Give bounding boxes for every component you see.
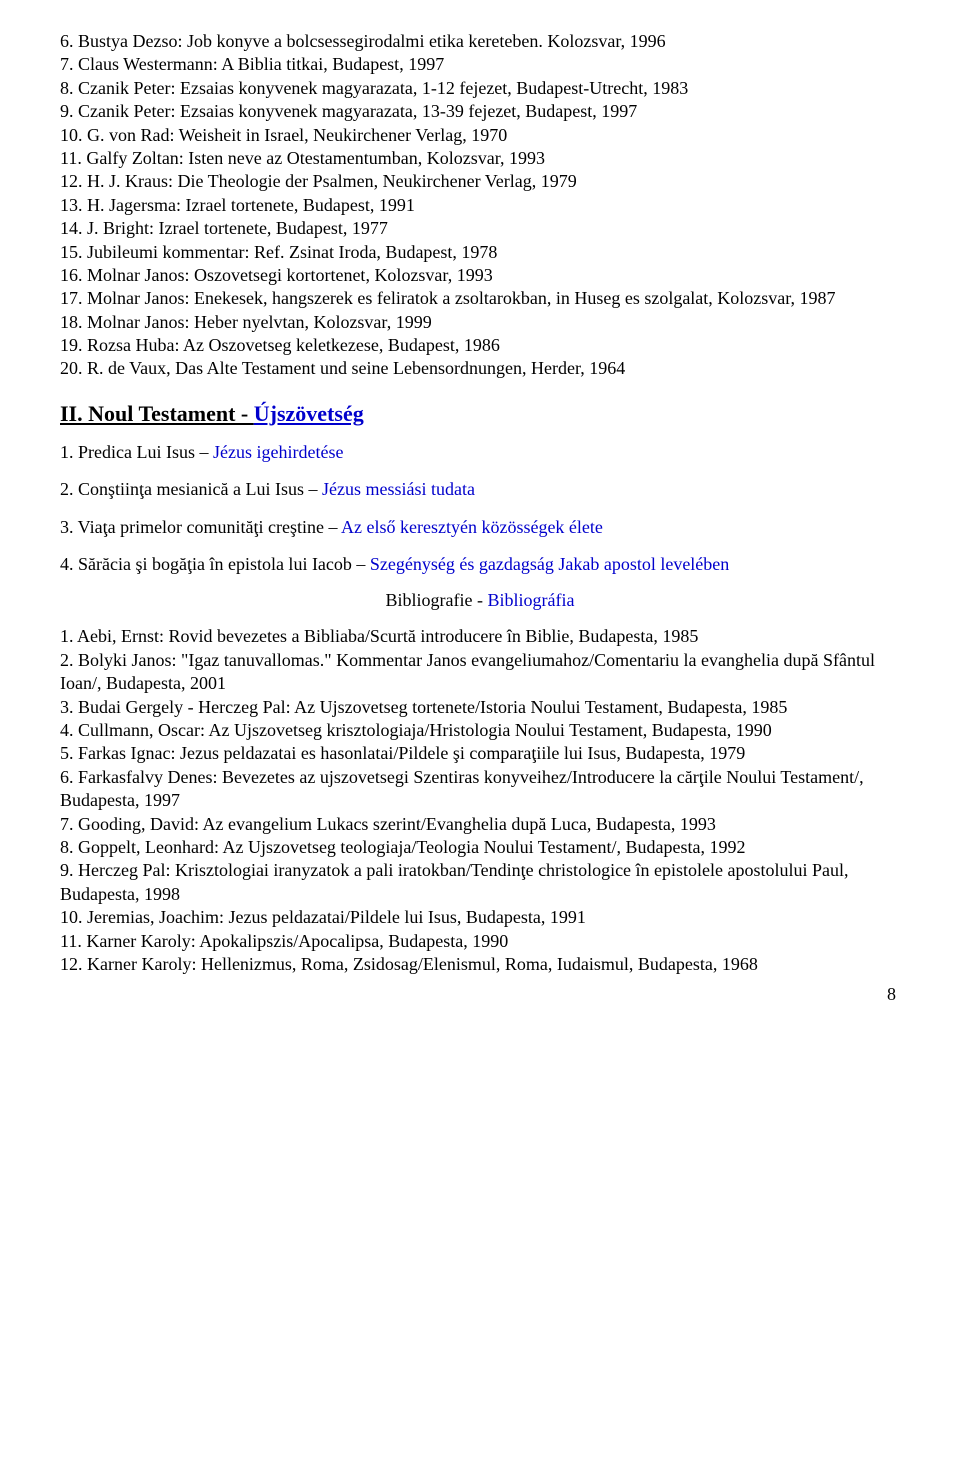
topic-ro: 3. Viaţa primelor comunităţi creştine – [60, 517, 341, 537]
bib-item: 12. Karner Karoly: Hellenizmus, Roma, Zs… [60, 953, 900, 976]
topic-ro: 2. Conştiinţa mesianică a Lui Isus – [60, 479, 322, 499]
bib-item: 16. Molnar Janos: Oszovetsegi kortortene… [60, 264, 900, 287]
bib-item: 14. J. Bright: Izrael tortenete, Budapes… [60, 217, 900, 240]
topic-line: 1. Predica Lui Isus – Jézus igehirdetése [60, 441, 900, 464]
topic-line: 3. Viaţa primelor comunităţi creştine – … [60, 516, 900, 539]
topic-hu: Jézus messiási tudata [322, 479, 475, 499]
bib-item: 17. Molnar Janos: Enekesek, hangszerek e… [60, 287, 900, 310]
topic-ro: 4. Sărăcia şi bogăţia în epistola lui Ia… [60, 554, 370, 574]
section-heading-noul-testament: II. Noul Testament - Újszövetség [60, 401, 900, 427]
section-prefix: II. Noul Testament - [60, 401, 254, 426]
bib-item: 7. Claus Westermann: A Biblia titkai, Bu… [60, 53, 900, 76]
biblio-heading-hu: Bibliográfia [488, 590, 575, 610]
bib-item: 7. Gooding, David: Az evangelium Lukacs … [60, 813, 900, 836]
bibliography-bottom: 1. Aebi, Ernst: Rovid bevezetes a Biblia… [60, 625, 900, 976]
bib-item: 18. Molnar Janos: Heber nyelvtan, Kolozs… [60, 311, 900, 334]
topic-line: 4. Sărăcia şi bogăţia în epistola lui Ia… [60, 553, 900, 576]
topic-hu: Szegénység és gazdagság Jakab apostol le… [370, 554, 729, 574]
section-hungarian: Újszövetség [254, 401, 364, 426]
bib-item: 8. Czanik Peter: Ezsaias konyvenek magya… [60, 77, 900, 100]
bib-item: 8. Goppelt, Leonhard: Az Ujszovetseg teo… [60, 836, 900, 859]
bibliography-heading: Bibliografie - Bibliográfia [60, 590, 900, 611]
bib-item: 10. Jeremias, Joachim: Jezus peldazatai/… [60, 906, 900, 929]
bib-item: 13. H. Jagersma: Izrael tortenete, Budap… [60, 194, 900, 217]
bib-item: 12. H. J. Kraus: Die Theologie der Psalm… [60, 170, 900, 193]
bib-item: 6. Bustya Dezso: Job konyve a bolcsesseg… [60, 30, 900, 53]
bib-item: 3. Budai Gergely - Herczeg Pal: Az Ujszo… [60, 696, 900, 719]
bib-item: 11. Karner Karoly: Apokalipszis/Apocalip… [60, 930, 900, 953]
topic-line: 2. Conştiinţa mesianică a Lui Isus – Jéz… [60, 478, 900, 501]
topic-hu: Jézus igehirdetése [213, 442, 343, 462]
bib-item: 4. Cullmann, Oscar: Az Ujszovetseg krisz… [60, 719, 900, 742]
bib-item: 19. Rozsa Huba: Az Oszovetseg keletkezes… [60, 334, 900, 357]
document-page: 6. Bustya Dezso: Job konyve a bolcsesseg… [0, 0, 960, 1025]
bibliography-top: 6. Bustya Dezso: Job konyve a bolcsesseg… [60, 30, 900, 381]
bib-item: 20. R. de Vaux, Das Alte Testament und s… [60, 357, 900, 380]
biblio-heading-ro: Bibliografie - [386, 590, 488, 610]
bib-item: 5. Farkas Ignac: Jezus peldazatai es has… [60, 742, 900, 765]
page-number: 8 [60, 984, 900, 1005]
bib-item: 1. Aebi, Ernst: Rovid bevezetes a Biblia… [60, 625, 900, 648]
bib-item: 9. Czanik Peter: Ezsaias konyvenek magya… [60, 100, 900, 123]
topic-ro: 1. Predica Lui Isus – [60, 442, 213, 462]
topic-hu: Az első keresztyén közösségek élete [341, 517, 603, 537]
bib-item: 6. Farkasfalvy Denes: Bevezetes az ujszo… [60, 766, 900, 813]
bib-item: 9. Herczeg Pal: Krisztologiai iranyzatok… [60, 859, 900, 906]
bib-item: 15. Jubileumi kommentar: Ref. Zsinat Iro… [60, 241, 900, 264]
bib-item: 2. Bolyki Janos: "Igaz tanuvallomas." Ko… [60, 649, 900, 696]
bib-item: 11. Galfy Zoltan: Isten neve az Otestame… [60, 147, 900, 170]
bib-item: 10. G. von Rad: Weisheit in Israel, Neuk… [60, 124, 900, 147]
